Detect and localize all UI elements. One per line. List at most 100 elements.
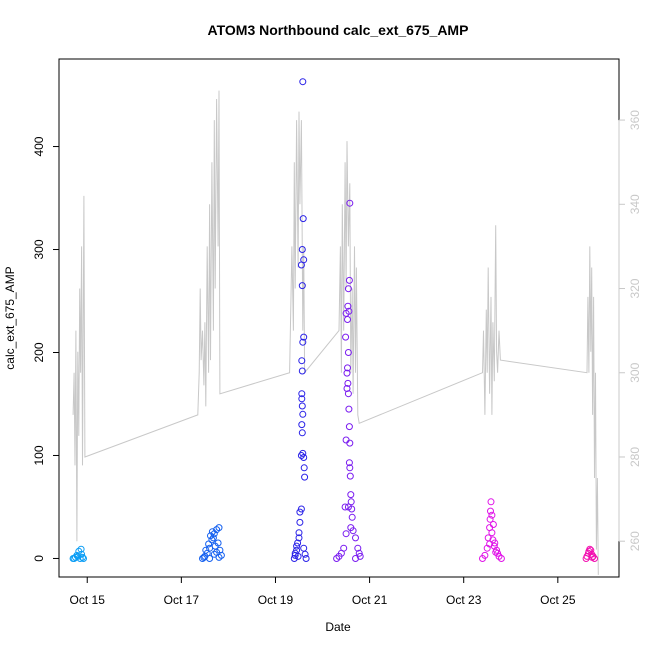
- y-axis: 0 100 200 300 400: [32, 136, 60, 562]
- data-point: [486, 515, 494, 523]
- data-point: [300, 333, 308, 341]
- data-point: [298, 421, 306, 429]
- chart-title: ATOM3 Northbound calc_ext_675_AMP: [208, 22, 469, 38]
- data-point: [342, 530, 350, 538]
- data-point: [78, 550, 86, 558]
- data-point: [488, 511, 496, 519]
- data-point: [344, 503, 352, 511]
- data-point: [298, 402, 306, 410]
- data-point: [585, 547, 593, 555]
- data-point: [298, 367, 306, 375]
- data-point: [487, 498, 495, 506]
- data-point: [300, 464, 308, 472]
- y2-tick-label: 340: [628, 194, 642, 214]
- data-point: [491, 539, 499, 547]
- data-point: [346, 439, 354, 447]
- data-point: [77, 545, 85, 553]
- data-point: [302, 555, 310, 562]
- data-point: [214, 539, 222, 547]
- data-point: [301, 550, 309, 558]
- data-point: [215, 524, 223, 532]
- data-point: [70, 555, 78, 562]
- data-point: [299, 410, 307, 418]
- data-point: [291, 551, 299, 559]
- secondary-y-axis: 260 280 300 320 340 360: [618, 110, 642, 551]
- data-point: [340, 544, 348, 552]
- data-point: [299, 449, 307, 457]
- data-point: [297, 505, 305, 513]
- data-point: [347, 491, 355, 499]
- data-point: [345, 423, 353, 431]
- data-point: [297, 261, 305, 269]
- data-point: [202, 546, 210, 554]
- data-point: [298, 246, 306, 253]
- data-point: [206, 555, 214, 562]
- x-tick-label: Oct 19: [258, 593, 294, 607]
- secondary-line-layer: [72, 90, 599, 575]
- data-point: [343, 369, 351, 377]
- data-point: [294, 552, 302, 560]
- x-axis-label: Date: [325, 620, 351, 634]
- data-point: [290, 555, 298, 562]
- data-point: [354, 544, 362, 552]
- x-tick-label: Oct 17: [164, 593, 200, 607]
- y-tick-label: 0: [32, 555, 46, 562]
- data-point: [301, 473, 309, 481]
- data-point: [347, 498, 355, 506]
- y-axis-label: calc_ext_675_AMP: [3, 266, 17, 369]
- y2-tick-label: 300: [628, 362, 642, 382]
- data-point: [344, 316, 351, 323]
- data-point: [342, 333, 350, 341]
- data-point: [344, 390, 352, 398]
- data-point: [486, 540, 494, 548]
- data-point: [343, 385, 351, 392]
- y-tick-label: 100: [32, 445, 46, 465]
- data-point: [488, 529, 496, 537]
- y2-tick-label: 280: [628, 447, 642, 467]
- x-tick-label: Oct 15: [70, 593, 106, 607]
- data-point: [210, 530, 218, 538]
- data-point: [300, 454, 308, 461]
- data-point: [588, 553, 596, 561]
- y2-tick-label: 260: [628, 531, 642, 551]
- data-point: [489, 521, 497, 528]
- data-point: [299, 78, 307, 86]
- data-point: [293, 542, 301, 550]
- y-tick-label: 300: [32, 239, 46, 259]
- data-point: [346, 199, 354, 207]
- data-point: [344, 302, 352, 310]
- data-point: [344, 349, 352, 356]
- data-point: [497, 555, 505, 562]
- data-point: [205, 540, 213, 548]
- data-point: [342, 309, 350, 317]
- data-point: [345, 459, 353, 467]
- data-point: [208, 528, 216, 536]
- data-point: [299, 215, 307, 223]
- data-point: [295, 534, 303, 542]
- y2-tick-label: 360: [628, 110, 642, 130]
- data-point: [492, 548, 500, 556]
- y-tick-label: 400: [32, 136, 46, 156]
- data-point: [341, 503, 349, 511]
- data-point: [296, 518, 304, 526]
- y-tick-label: 200: [32, 342, 46, 362]
- data-point: [347, 524, 355, 532]
- data-point: [298, 395, 306, 403]
- data-point: [487, 507, 494, 515]
- data-point: [298, 357, 306, 365]
- points-layer: [69, 78, 598, 562]
- data-point: [344, 379, 352, 387]
- data-point: [294, 539, 302, 547]
- data-point: [210, 550, 218, 558]
- data-point: [346, 464, 354, 472]
- data-point: [300, 544, 308, 552]
- data-point: [298, 390, 306, 398]
- data-point: [352, 534, 359, 542]
- x-tick-label: Oct 21: [352, 593, 388, 607]
- data-point: [298, 429, 306, 437]
- data-point: [80, 555, 87, 562]
- data-point: [344, 285, 352, 293]
- data-point: [352, 555, 359, 562]
- data-point: [355, 549, 363, 557]
